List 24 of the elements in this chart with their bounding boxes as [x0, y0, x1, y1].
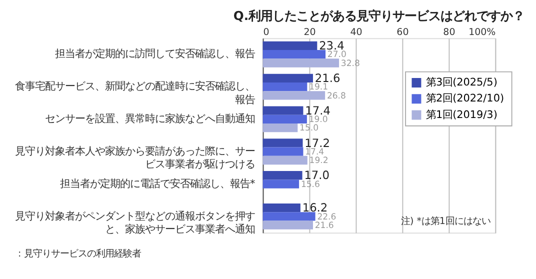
data-label: 21.6 [314, 220, 334, 231]
x-tick-label: 20 [304, 26, 316, 38]
x-tick-label: 100% [468, 26, 496, 38]
y-tick-label: 見守り対象者がペンダント型などの通報ボタンを押すと、家族やサービス事業者へ通知 [15, 210, 256, 236]
legend-label: 第3回(2025/5) [426, 76, 498, 89]
legend-label: 第1回(2019/3) [426, 108, 498, 121]
text: : 見守りサービスの利用経験者 [18, 248, 142, 260]
y-tick-label: 担当者が定期的に訪問して安否確認し、報告 [55, 48, 256, 60]
y-tick-label: センサーを設置、異常時に家族などへ自動通知 [45, 113, 256, 126]
data-label: 19.2 [309, 156, 328, 166]
y-tick-label: 担当者が定期的に電話で安否確認し、報告* [60, 178, 256, 190]
y-tick-label: 見守り対象者本人や家族から要請があった際に、サービス事業者が駆けつける [15, 145, 256, 171]
chart-title: Q.利用したことがある見守りサービスはどれですか？ [233, 9, 525, 24]
x-tick-label: 60 [396, 26, 409, 38]
annotation: 注) *は第1回にはない [400, 216, 490, 228]
data-label: 26.8 [326, 91, 346, 102]
x-tick-label: 0 [263, 26, 270, 38]
legend-label: 第2回(2022/10) [426, 92, 504, 105]
y-tick-label: 食事宅配サービス、新聞などの配達時に安否確認し、報告 [15, 80, 256, 106]
data-label: 19.1 [309, 82, 328, 93]
x-tick-label: 40 [350, 26, 362, 38]
data-label: 27.0 [327, 50, 346, 60]
data-label: 22.6 [317, 212, 336, 222]
x-tick-label: 80 [443, 26, 456, 38]
